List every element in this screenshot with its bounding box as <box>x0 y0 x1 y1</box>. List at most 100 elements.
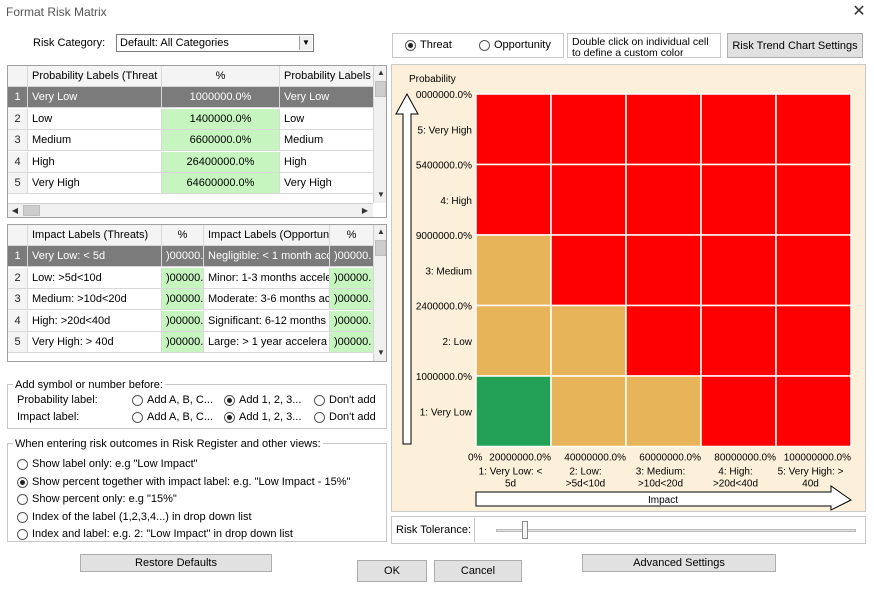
matrix-cell[interactable] <box>475 234 552 307</box>
table-row[interactable]: 3 Medium 6600000.0% Medium <box>8 130 386 151</box>
probability-percent-cell[interactable]: 1000000.0% <box>162 87 280 108</box>
probability-percent-cell[interactable]: 26400000.0% <box>162 151 280 173</box>
symbol-option-radio[interactable] <box>314 412 325 423</box>
row-number[interactable]: 3 <box>8 130 28 151</box>
opportunity-impact-label-cell[interactable]: Moderate: 3-6 months ac <box>204 289 330 310</box>
symbol-option-label[interactable]: Add 1, 2, 3... <box>239 394 302 406</box>
opportunity-impact-label-cell[interactable]: Large: > 1 year accelera <box>204 332 330 353</box>
matrix-cell[interactable] <box>700 93 777 166</box>
row-number[interactable]: 3 <box>8 289 28 310</box>
outcome-option-label[interactable]: Show percent together with impact label:… <box>32 475 351 488</box>
symbol-option-radio[interactable] <box>224 395 235 406</box>
opportunity-probability-label-cell[interactable]: Medium <box>280 130 374 151</box>
matrix-cell[interactable] <box>775 163 852 236</box>
impact-label-cell[interactable]: Medium: >10d<20d <box>28 289 162 310</box>
scroll-right-icon[interactable]: ▶ <box>361 206 369 215</box>
opportunity-impact-percent-cell[interactable]: )00000. <box>330 246 374 267</box>
symbol-option-radio[interactable] <box>132 395 143 406</box>
matrix-cell[interactable] <box>775 375 852 448</box>
matrix-cell[interactable] <box>700 234 777 307</box>
chevron-down-icon[interactable]: ▼ <box>299 36 312 50</box>
column-header[interactable]: Impact Labels (Threats) <box>28 225 162 246</box>
matrix-cell[interactable] <box>475 93 552 166</box>
table-row[interactable]: 5 Very High: > 40d)00000. Large: > 1 year … <box>8 332 386 353</box>
matrix-cell[interactable] <box>625 304 702 377</box>
matrix-cell[interactable] <box>625 234 702 307</box>
opportunity-impact-label-cell[interactable]: Significant: 6-12 months <box>204 310 330 332</box>
probability-label-cell[interactable]: Medium <box>28 130 162 151</box>
row-number[interactable]: 2 <box>8 267 28 289</box>
ok-button[interactable]: OK <box>357 560 427 582</box>
impact-percent-cell[interactable]: )00000. <box>162 267 204 289</box>
opportunity-impact-percent-cell[interactable]: )00000. <box>330 310 374 332</box>
opportunity-impact-percent-cell[interactable]: )00000. <box>330 289 374 310</box>
scroll-up-icon[interactable]: ▲ <box>377 68 385 77</box>
table-row[interactable]: 5 Very High 64600000.0% Very High <box>8 173 386 194</box>
matrix-cell[interactable] <box>550 163 627 236</box>
opportunity-impact-label-cell[interactable]: Minor: 1-3 months accele <box>204 267 330 289</box>
impact-percent-cell[interactable]: )00000. <box>162 310 204 332</box>
table-row[interactable]: 2 Low 1400000.0% Low <box>8 108 386 130</box>
table-row[interactable]: 3 Medium: >10d<20d )00000. Moderate: 3-6 mo… <box>8 289 386 310</box>
scrollbar-thumb[interactable] <box>23 205 40 216</box>
outcome-option-radio[interactable] <box>17 511 28 523</box>
matrix-cell[interactable] <box>775 234 852 307</box>
risk-tolerance-slider-thumb[interactable] <box>521 521 528 539</box>
matrix-cell[interactable] <box>475 163 552 236</box>
opportunity-probability-label-cell[interactable]: Low <box>280 108 374 130</box>
threat-label[interactable]: Threat <box>420 39 452 51</box>
outcome-option-radio[interactable] <box>17 494 28 505</box>
matrix-cell[interactable] <box>775 93 852 166</box>
risk-tolerance-slider-track[interactable] <box>496 529 856 532</box>
matrix-cell[interactable] <box>475 375 552 448</box>
impact-label-cell[interactable]: Low: >5d<10d <box>28 267 162 289</box>
opportunity-label[interactable]: Opportunity <box>494 39 551 51</box>
matrix-cell[interactable] <box>625 163 702 236</box>
opportunity-impact-percent-cell[interactable]: )00000. <box>330 332 374 353</box>
opportunity-impact-label-cell[interactable]: Negligible: < 1 month acc <box>204 246 330 267</box>
horizontal-scrollbar[interactable]: ◀ ▶ <box>8 203 373 217</box>
table-row[interactable]: 1 Very Low 1000000.0% Very Low <box>8 87 386 108</box>
opportunity-probability-label-cell[interactable]: Very Low <box>280 87 374 108</box>
matrix-cell[interactable] <box>625 93 702 166</box>
column-header[interactable]: % <box>162 225 204 246</box>
opportunity-probability-label-cell[interactable]: High <box>280 151 374 173</box>
risk-trend-chart-settings-button[interactable]: Risk Trend Chart Settings <box>727 33 863 58</box>
row-number[interactable]: 1 <box>8 246 28 267</box>
risk-category-dropdown[interactable]: Default: All Categories ▼ <box>116 34 314 52</box>
outcome-option-label[interactable]: Index and label: e.g. 2: "Low Impact" in… <box>32 528 293 540</box>
row-number[interactable]: 2 <box>8 108 28 130</box>
impact-percent-cell[interactable]: )00000. <box>162 332 204 353</box>
row-number[interactable]: 5 <box>8 173 28 194</box>
probability-percent-cell[interactable]: 1400000.0% <box>162 108 280 130</box>
matrix-cell[interactable] <box>775 304 852 377</box>
matrix-cell[interactable] <box>550 93 627 166</box>
opportunity-radio[interactable] <box>479 40 490 51</box>
symbol-option-radio[interactable] <box>224 412 235 423</box>
threat-radio[interactable] <box>405 40 416 51</box>
matrix-cell[interactable] <box>475 304 552 377</box>
symbol-option-radio[interactable] <box>314 395 325 406</box>
row-number[interactable]: 4 <box>8 310 28 332</box>
scroll-up-icon[interactable]: ▲ <box>377 227 385 236</box>
matrix-cell[interactable] <box>550 304 627 377</box>
symbol-option-label[interactable]: Add 1, 2, 3... <box>239 411 302 423</box>
restore-defaults-button[interactable]: Restore Defaults <box>80 554 272 572</box>
symbol-option-label[interactable]: Add A, B, C... <box>147 394 214 406</box>
impact-label-cell[interactable]: Very Low: < 5d <box>28 246 162 267</box>
matrix-cell[interactable] <box>700 163 777 236</box>
row-number[interactable]: 5 <box>8 332 28 353</box>
row-number[interactable]: 1 <box>8 87 28 108</box>
probability-label-cell[interactable]: High <box>28 151 162 173</box>
column-header[interactable]: Probability Labels (Threat <box>28 66 162 87</box>
outcome-option-radio[interactable] <box>17 476 28 488</box>
matrix-cell[interactable] <box>700 375 777 448</box>
symbol-option-radio[interactable] <box>132 412 143 423</box>
impact-label-cell[interactable]: High: >20d<40d <box>28 310 162 332</box>
scrollbar-thumb[interactable] <box>375 81 386 97</box>
row-number[interactable]: 4 <box>8 151 28 173</box>
outcome-option-radio[interactable] <box>17 529 28 540</box>
probability-label-cell[interactable]: Very High <box>28 173 162 194</box>
outcome-option-label[interactable]: Show percent only: e.g "15%" <box>32 493 177 505</box>
probability-percent-cell[interactable]: 6600000.0% <box>162 130 280 151</box>
